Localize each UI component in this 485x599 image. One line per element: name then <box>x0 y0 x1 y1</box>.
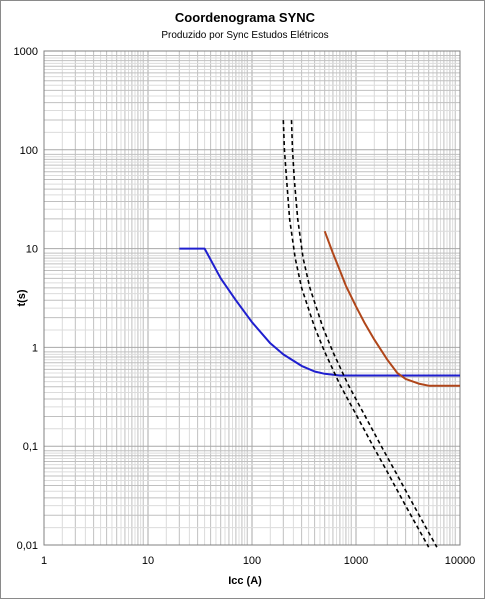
y-tick-label: 1 <box>32 342 38 354</box>
x-tick-label: 100 <box>243 555 261 567</box>
series-line-3 <box>282 120 430 548</box>
x-tick-label: 1000 <box>344 555 368 567</box>
x-axis-title: Icc (A) <box>228 575 262 587</box>
y-tick-label: 100 <box>20 145 38 157</box>
series-layer <box>179 120 460 548</box>
y-tick-label: 1000 <box>14 46 38 58</box>
series-line-2 <box>323 230 460 387</box>
y-tick-label: 0,01 <box>17 540 38 552</box>
tick-labels: 1 10 100 1000 10000 1000 100 10 1 0,1 0,01 <box>14 46 476 567</box>
series-line-4 <box>290 120 438 548</box>
y-tick-label: 10 <box>26 244 38 256</box>
grid <box>43 51 460 546</box>
x-tick-label: 10000 <box>445 555 476 567</box>
y-axis-title: t(s) <box>16 289 28 306</box>
chart-title: Coordenograma SYNC <box>175 10 316 25</box>
plot-area <box>43 50 461 546</box>
x-tick-label: 10 <box>142 555 154 567</box>
chart-subtitle: Produzido por Sync Estudos Elétricos <box>161 30 328 41</box>
y-tick-label: 0,1 <box>23 441 38 453</box>
series-line-1 <box>179 247 460 377</box>
x-tick-label: 1 <box>41 555 47 567</box>
